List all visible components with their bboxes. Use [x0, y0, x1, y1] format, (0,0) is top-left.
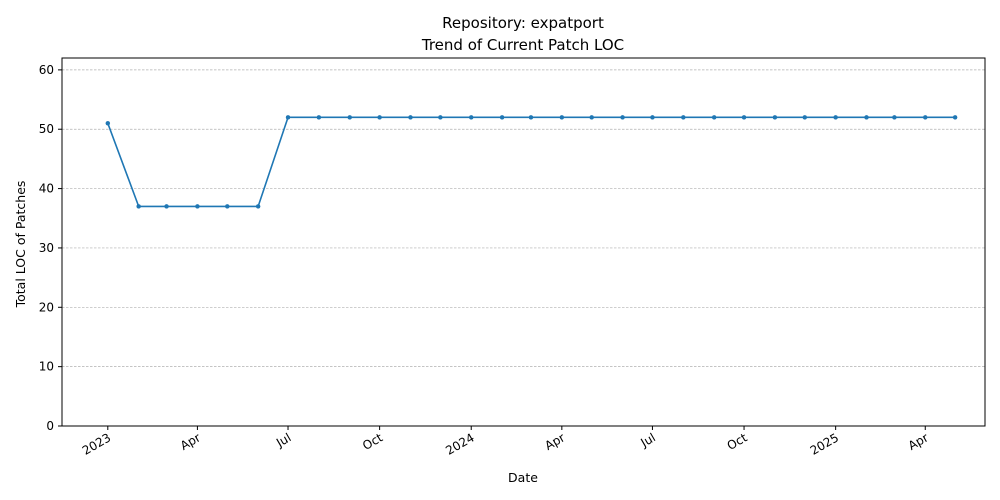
y-tick-label: 30 — [39, 241, 54, 255]
series-line — [107, 116, 956, 208]
data-point — [164, 204, 169, 209]
x-tick-label: 2024 — [443, 430, 476, 457]
data-point — [316, 115, 322, 120]
x-tick-label: 2023 — [80, 430, 113, 457]
data-point — [772, 115, 778, 120]
x-tick-label: Jul — [638, 430, 658, 450]
x-tick-label: Apr — [178, 430, 203, 453]
chart-subtitle: Trend of Current Patch LOC — [421, 36, 624, 54]
x-tick-label: Oct — [725, 430, 750, 453]
x-tick-label: Apr — [542, 430, 567, 453]
data-point — [711, 115, 717, 120]
y-tick-label: 40 — [39, 182, 54, 196]
data-point — [650, 115, 655, 120]
data-point — [559, 115, 565, 120]
y-axis-label: Total LOC of Patches — [13, 181, 28, 309]
x-tick-label: Apr — [906, 430, 931, 453]
data-point — [285, 115, 291, 120]
y-tick-label: 10 — [39, 360, 54, 374]
data-point — [741, 115, 747, 120]
data-point — [255, 204, 261, 209]
data-point — [864, 115, 869, 120]
y-tick-label: 0 — [46, 419, 54, 433]
data-point — [225, 204, 230, 209]
data-point — [377, 115, 382, 120]
data-point — [589, 115, 594, 120]
data-point — [438, 115, 443, 120]
data-point — [499, 115, 505, 120]
y-tick-label: 50 — [39, 122, 54, 136]
data-point — [952, 115, 958, 120]
data-point — [408, 115, 413, 120]
data-point — [802, 115, 808, 120]
data-point — [347, 115, 353, 120]
x-tick-label: Oct — [360, 430, 385, 453]
chart-title: Repository: expatport — [442, 14, 604, 32]
data-point — [468, 115, 474, 120]
x-axis-label: Date — [508, 470, 538, 485]
y-tick-label: 20 — [39, 300, 54, 314]
plot-frame — [61, 57, 986, 427]
data-point — [195, 204, 200, 209]
data-series — [105, 115, 958, 209]
data-point — [833, 115, 838, 120]
data-point — [136, 204, 141, 209]
x-tick-label: 2025 — [808, 430, 841, 457]
data-point — [528, 115, 534, 120]
data-point — [620, 115, 625, 120]
data-point — [681, 115, 686, 120]
data-point — [923, 115, 928, 120]
y-tick-label: 60 — [39, 63, 54, 77]
x-tick-label: Jul — [273, 430, 293, 450]
data-point — [892, 115, 897, 120]
data-point — [105, 121, 111, 126]
gridlines — [62, 69, 985, 367]
